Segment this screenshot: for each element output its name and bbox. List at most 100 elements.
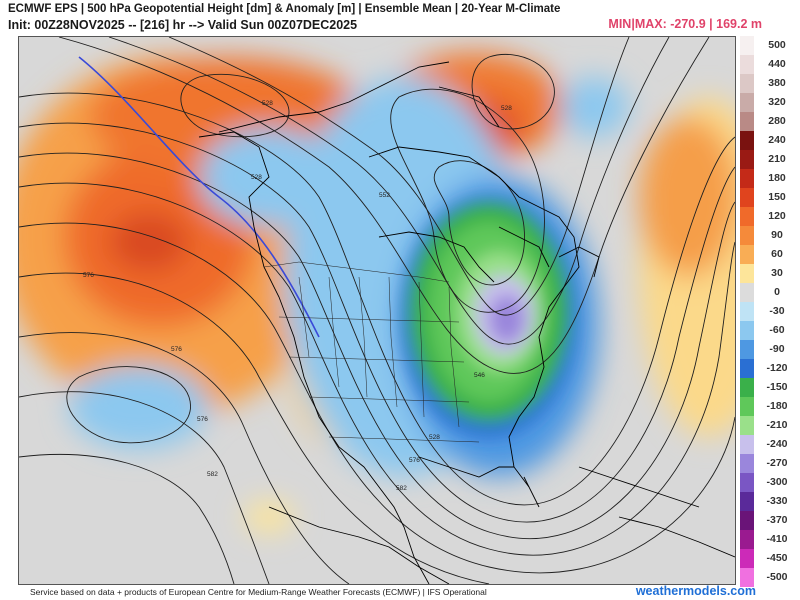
legend-entry: 180: [740, 169, 800, 188]
legend-entry: 0: [740, 283, 800, 302]
legend-swatch: [740, 131, 754, 150]
legend-swatch: [740, 264, 754, 283]
legend-label: 240: [768, 134, 786, 146]
legend-swatch: [740, 188, 754, 207]
contour-label: 528: [501, 105, 512, 112]
legend-label: -370: [766, 514, 788, 526]
legend-swatch: [740, 378, 754, 397]
legend-label: 500: [768, 39, 786, 51]
legend-entry: 240: [740, 131, 800, 150]
legend-entry: -270: [740, 454, 800, 473]
legend-entry: -120: [740, 359, 800, 378]
legend-label: 150: [768, 191, 786, 203]
legend-entry: 60: [740, 245, 800, 264]
legend-swatch: [740, 359, 754, 378]
forecast-map[interactable]: 528 528 528 552 576 576 576 582 576 582 …: [18, 36, 736, 585]
legend-label: -450: [766, 552, 788, 564]
contour-label: 546: [474, 372, 485, 379]
legend-swatch: [740, 492, 754, 511]
legend-label: 380: [768, 77, 786, 89]
legend-entry: 440: [740, 55, 800, 74]
brand-link[interactable]: weathermodels.com: [635, 584, 756, 598]
legend-label: 90: [771, 229, 783, 241]
legend-entry: -500: [740, 568, 800, 587]
contour-label: 576: [83, 272, 94, 279]
legend-entry: 90: [740, 226, 800, 245]
legend-swatch: [740, 150, 754, 169]
legend-label: -330: [766, 495, 788, 507]
legend-swatch: [740, 74, 754, 93]
legend-swatch: [740, 454, 754, 473]
legend-label: -210: [766, 419, 788, 431]
legend-entry: -300: [740, 473, 800, 492]
legend-entry: -410: [740, 530, 800, 549]
legend-label: -120: [766, 362, 788, 374]
legend-swatch: [740, 435, 754, 454]
legend-entry: 320: [740, 93, 800, 112]
legend-entry: 280: [740, 112, 800, 131]
legend-swatch: [740, 226, 754, 245]
legend-label: 120: [768, 210, 786, 222]
legend-swatch: [740, 245, 754, 264]
contour-label: 552: [379, 192, 390, 199]
legend-label: -30: [769, 305, 785, 317]
legend-label: -410: [766, 533, 788, 545]
contour-label: 576: [409, 457, 420, 464]
map-canvas: 528 528 528 552 576 576 576 582 576 582 …: [19, 37, 735, 584]
legend-swatch: [740, 397, 754, 416]
legend-swatch: [740, 302, 754, 321]
legend-label: -300: [766, 476, 788, 488]
legend-swatch: [740, 568, 754, 587]
legend-entry: -30: [740, 302, 800, 321]
legend-entry: -450: [740, 549, 800, 568]
contour-label: 528: [251, 174, 262, 181]
legend-swatch: [740, 416, 754, 435]
legend-entry: -150: [740, 378, 800, 397]
legend-entry: -330: [740, 492, 800, 511]
legend-label: 280: [768, 115, 786, 127]
coastlines: [198, 61, 735, 584]
legend-entry: -210: [740, 416, 800, 435]
legend-label: 180: [768, 172, 786, 184]
init-valid-line: Init: 00Z28NOV2025 -- [216] hr --> Valid…: [8, 18, 358, 32]
legend-entry: 500: [740, 36, 800, 55]
legend-swatch: [740, 207, 754, 226]
contour-label: 576: [197, 416, 208, 423]
legend-swatch: [740, 169, 754, 188]
legend-swatch: [740, 55, 754, 74]
legend-label: -60: [769, 324, 785, 336]
legend-swatch: [740, 93, 754, 112]
data-credit: Service based on data + products of Euro…: [30, 587, 487, 597]
legend-label: -270: [766, 457, 788, 469]
legend-label: -90: [769, 343, 785, 355]
anomaly-core: [401, 197, 577, 437]
legend-swatch: [740, 36, 754, 55]
contour-label: 528: [262, 100, 273, 107]
legend-label: -240: [766, 438, 788, 450]
color-legend: 500 440 380 320 280 240 210 180 150 120 90 60 30 0 -30…: [740, 36, 800, 590]
legend-swatch: [740, 511, 754, 530]
contour-label: 528: [429, 434, 440, 441]
legend-entry: -370: [740, 511, 800, 530]
legend-label: 30: [771, 267, 783, 279]
contour-label: 582: [207, 471, 218, 478]
legend-entry: -240: [740, 435, 800, 454]
legend-entry: -60: [740, 321, 800, 340]
legend-label: 440: [768, 58, 786, 70]
legend-swatch: [740, 283, 754, 302]
legend-swatch: [740, 549, 754, 568]
legend-entry: 210: [740, 150, 800, 169]
map-title: ECMWF EPS | 500 hPa Geopotential Height …: [8, 3, 561, 15]
legend-label: 210: [768, 153, 786, 165]
political-boundaries: [263, 261, 480, 443]
highlight-contour: [78, 56, 320, 338]
legend-swatch: [740, 340, 754, 359]
legend-label: -150: [766, 381, 788, 393]
legend-label: -180: [766, 400, 788, 412]
height-contours: [19, 37, 735, 584]
legend-swatch: [740, 473, 754, 492]
legend-label: 60: [771, 248, 783, 260]
legend-entry: 120: [740, 207, 800, 226]
legend-entry: 150: [740, 188, 800, 207]
contour-labels: 528 528 528 552 576 576 576 582 576 582 …: [83, 100, 512, 492]
